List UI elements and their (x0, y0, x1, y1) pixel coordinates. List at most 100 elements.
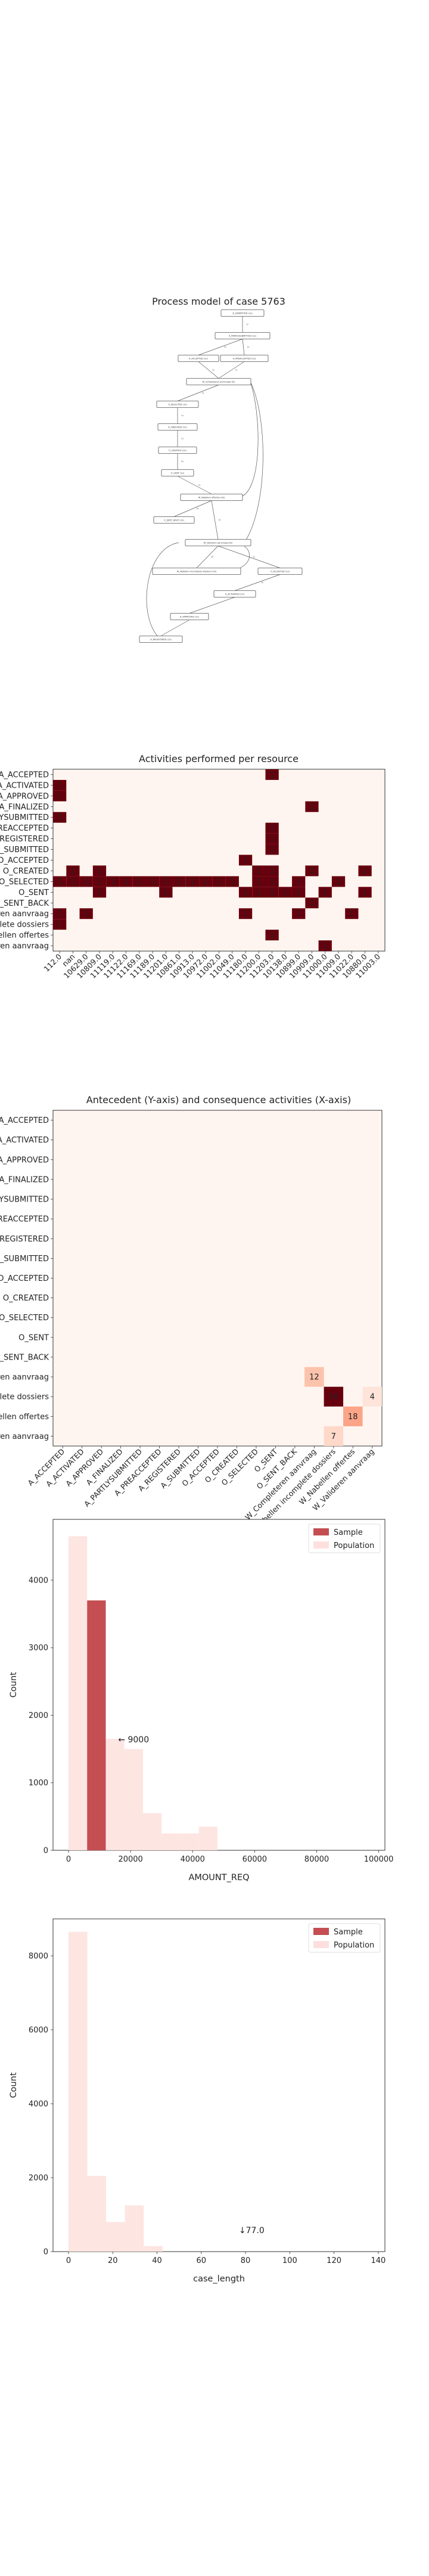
heatmap-cell (53, 790, 67, 801)
heatmap-cell-value: 1 (296, 878, 301, 887)
heatmap-cell-value: 1 (243, 888, 248, 897)
process-model-node: W_Nabellen offertes (4x) (180, 494, 243, 501)
legend-swatch-population (313, 1541, 329, 1549)
heatmap-row-label: A_APPROVED (0, 1156, 49, 1165)
heatmap-row-label: W_Completeren aanvraag (0, 1373, 49, 1382)
y-tick-label: 6000 (29, 2026, 48, 2035)
heatmap-row-label: A_ACTIVATED (0, 1136, 49, 1145)
heatmap-cell-value: 1 (269, 931, 274, 940)
heatmap-cells: 12 56 4 18 7 (304, 1367, 382, 1446)
legend: Sample Population (308, 1524, 381, 1553)
heatmap-row-label: A_REGISTERED (0, 835, 49, 844)
heatmap-cell-value: 7 (331, 1432, 336, 1441)
process-model-node: A_REGISTERED (1x) (139, 636, 183, 643)
heatmap-row-label: W_Valideren aanvraag (0, 1432, 49, 1441)
heatmap-row-label: O_SENT (18, 1333, 49, 1342)
heatmap-cell-value: 1 (57, 878, 62, 887)
process-model-edge (173, 500, 212, 517)
process-model-edge-label: 3x (211, 556, 213, 558)
process-model-edge (242, 339, 245, 355)
process-model-edge-label: 3x (224, 346, 226, 348)
heatmap-row-label: O_SENT_BACK (0, 1353, 49, 1362)
process-model-node-label: O_SELECTED (1x) (168, 403, 187, 405)
heatmap-cell (265, 865, 279, 877)
process-model-edge-label: 1x (219, 519, 221, 521)
sample-bar (87, 1600, 106, 1850)
histogram-case-length: 0 20 40 60 80 100 120 140 case_length 0 2000 4000 60… (9, 1918, 386, 2284)
process-model-node-label: O_SENT (1x) (171, 472, 185, 474)
heatmap-cell (79, 876, 93, 887)
heatmap-row-label: A_REGISTERED (0, 1235, 49, 1244)
legend-label-sample: Sample (334, 1928, 363, 1937)
heatmap-cell (199, 876, 213, 887)
heatmap-cell (53, 876, 67, 887)
heatmap-cell (265, 833, 279, 844)
heatmap-cell-value: 1 (323, 942, 328, 951)
heatmap-cell-value: 1 (163, 878, 168, 887)
process-model-edge-label: 1x (198, 484, 201, 487)
population-bar (69, 1536, 88, 1850)
heatmap-cell-value: 1 (57, 781, 62, 790)
process-model-edge-label: 1x (202, 392, 204, 394)
heatmap-resources-title: Activities performed per resource (139, 753, 299, 764)
heatmap-cell-value: 1 (256, 867, 261, 876)
x-axis-label: case_length (193, 2274, 245, 2284)
y-axis: 0 1000 2000 3000 4000 Count (9, 1576, 53, 1856)
process-model-node-label: O_SENT_BACK (1x) (164, 519, 185, 521)
process-model-title: Process model of case 5763 (152, 296, 285, 307)
process-model-edge (211, 500, 219, 540)
heatmap-cell (53, 908, 67, 919)
process-model-node: A_ACCEPTED (1x) (178, 355, 219, 362)
heatmap-cell (132, 876, 146, 887)
process-model-node-box (186, 378, 251, 385)
process-model-edge (177, 476, 212, 494)
heatmap-row-label: O_SELECTED (0, 1314, 49, 1323)
heatmap-row-label: W_Nabellen offertes (0, 931, 49, 940)
heatmap-cell (238, 887, 253, 898)
process-model-edge-label: 1x (261, 581, 263, 584)
y-tick-label: 2000 (29, 1711, 48, 1720)
heatmap-cell (53, 779, 67, 791)
heatmap-cell-value: 1 (256, 888, 261, 897)
heatmap-cell (212, 876, 226, 887)
process-model-node-box (161, 469, 194, 476)
process-model-edge-label: 1x (246, 323, 248, 326)
heatmap-row-label: A_ACCEPTED (0, 770, 49, 779)
population-bar (124, 1749, 143, 1850)
histogram-sample-bars (87, 1600, 106, 1850)
heatmap-cell (106, 876, 120, 887)
process-model-node-box (158, 447, 197, 454)
heatmap-cell (292, 908, 306, 919)
process-model-node-label: A_REGISTERED (1x) (150, 638, 172, 640)
heatmap-cell (318, 940, 332, 951)
legend-swatch-sample (313, 1928, 329, 1935)
heatmap-cell-value: 4 (370, 1393, 375, 1402)
heatmap-cell-value: 1 (57, 813, 62, 822)
process-model-edge (177, 385, 219, 401)
heatmap-row-label: A_FINALIZED (0, 1175, 49, 1184)
heatmap-cell-value: 1 (309, 899, 314, 908)
histogram-population-bars (68, 1931, 163, 2252)
process-model-edge (160, 620, 190, 636)
heatmap-cell (362, 1386, 382, 1407)
process-model-node: O_SENT_BACK (1x) (153, 516, 195, 524)
process-model-node-box (185, 539, 251, 546)
heatmap-cell (304, 1367, 324, 1387)
x-tick-label: 100000 (364, 1855, 394, 1864)
process-model-loop-edge (244, 381, 263, 543)
heatmap-cell-value: 1 (84, 910, 89, 919)
heatmap-cell-value: 1 (97, 878, 102, 887)
heatmap-cell (265, 822, 279, 834)
process-model-node-box (178, 355, 219, 362)
heatmap-row-label: A_PREACCEPTED (0, 1215, 49, 1224)
histogram-amount-req: 0 20000 40000 60000 80000 100000 AMOUNT_REQ 0 10… (9, 1519, 393, 1883)
population-bar (198, 1826, 217, 1850)
legend-swatch-population (313, 1941, 329, 1948)
heatmap-cell-value: 1 (362, 867, 367, 876)
heatmap-col-label: 112.0 (42, 952, 63, 973)
process-model-node-box (156, 401, 199, 408)
heatmap-cell-value: 1 (323, 888, 328, 897)
heatmap-row-label: A_PARTLYSUBMITTED (0, 1196, 49, 1205)
